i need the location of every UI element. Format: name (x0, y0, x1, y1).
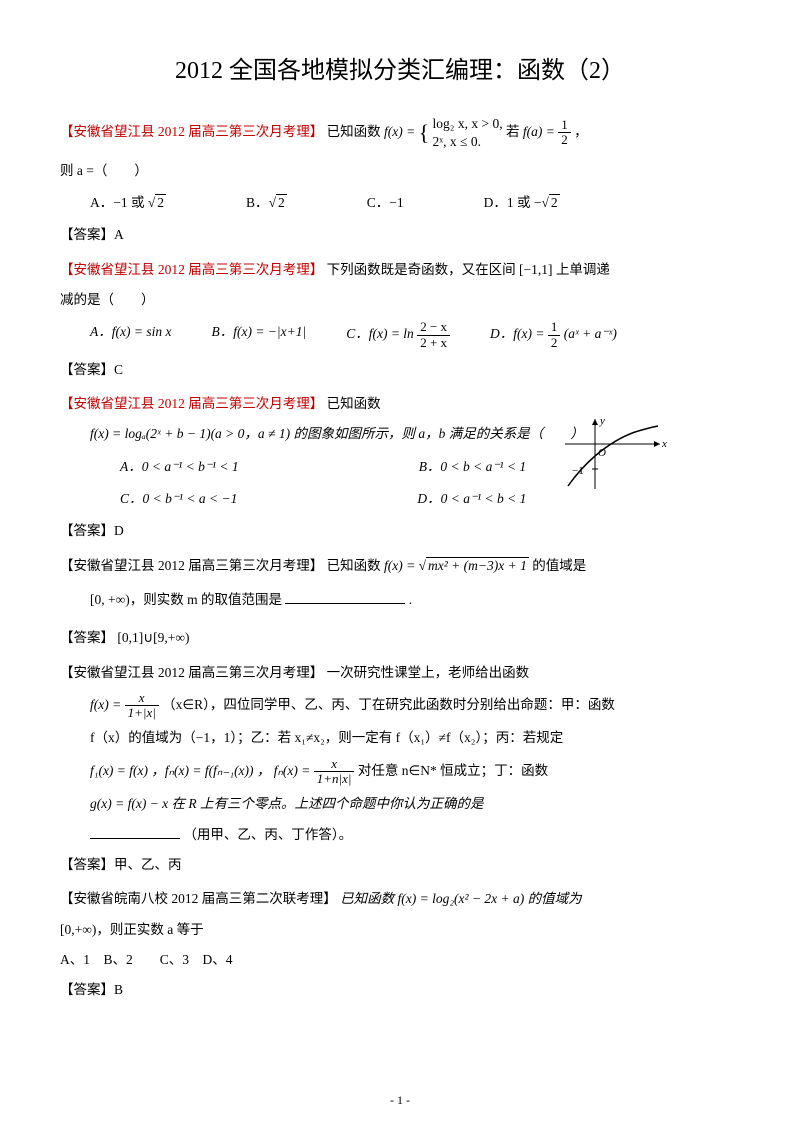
option-c: C．0 < b⁻¹ < a < −1 (120, 487, 237, 511)
option-a: A．0 < a⁻¹ < b⁻¹ < 1 (120, 455, 239, 479)
answer: 【答案】D (60, 519, 740, 543)
option-b: B．f(x) = −|x+1| (211, 320, 306, 350)
numerator: 1 (558, 118, 571, 133)
stem-line: 则 a =（ ） (60, 159, 740, 183)
sqrt: 2 (541, 191, 559, 215)
stem-text: 一次研究性课堂上，老师给出函数 (327, 665, 530, 680)
fill-blank (285, 590, 405, 604)
option-d: D．0 < a⁻¹ < b < 1 (417, 487, 526, 511)
source-tag: 【安徽省望江县 2012 届高三第三次月考理】 (60, 558, 323, 573)
option-a: A．−1 或 2 (90, 191, 166, 215)
fraction: 2 − x 2 + x (417, 320, 450, 350)
source-tag: 【安徽省皖南八校 2012 届高三第二次联考理】 (60, 891, 337, 906)
svg-text:y: y (599, 415, 605, 427)
stem-text: 已知函数 (327, 396, 381, 411)
option-b: B．0 < b < a⁻¹ < 1 (419, 455, 527, 479)
option-d: D．f(x) = 1 2 (aˣ + a⁻ˣ) (490, 320, 617, 350)
answer-label: 【答案】 (60, 630, 114, 645)
problem-1: 【安徽省望江县 2012 届高三第三次月考理】 已知函数 f(x) = { lo… (60, 113, 740, 247)
stem-line: [0,+∞)，则正实数 a 等于 (60, 918, 740, 942)
stem-line: [0, +∞)，则实数 m 的取值范围是 (90, 592, 282, 607)
option-b: B．2 (246, 191, 287, 215)
problem-5: 【安徽省望江县 2012 届高三第三次月考理】 一次研究性课堂上，老师给出函数 … (60, 661, 740, 878)
answer: [0,1]∪[9,+∞) (117, 630, 189, 645)
piecewise: log₂ x, x > 0, 2ˣ, x ≤ 0. (433, 115, 503, 150)
svg-text:−1: −1 (572, 465, 584, 477)
options-row: A．f(x) = sin x B．f(x) = −|x+1| C．f(x) = … (90, 320, 740, 350)
stem-text: 对任意 n∈N* 恒成立；丁：函数 (358, 763, 548, 778)
page-title: 2012 全国各地模拟分类汇编理：函数（2） (60, 50, 740, 93)
problem-6: 【安徽省皖南八校 2012 届高三第二次联考理】 已知函数 f(x) = log… (60, 887, 740, 1002)
answer: 【答案】A (60, 223, 740, 247)
answer: 【答案】B (60, 978, 740, 1002)
log-graph: x y O −1 (560, 414, 670, 494)
stem-line: 减的是（ ） (60, 288, 740, 312)
piece-row: 2ˣ, x ≤ 0. (433, 133, 503, 151)
fraction: 1 2 (558, 118, 571, 148)
stem-text: 若 (506, 124, 523, 139)
stem-text: 下列函数既是奇函数，又在区间 [−1,1] 上单调递 (327, 262, 610, 277)
fraction: x 1+|x| (125, 691, 159, 721)
piece-row: log₂ x, x > 0, (433, 115, 503, 133)
stem-text: 的值域是 (532, 558, 586, 573)
sqrt: 2 (269, 191, 287, 215)
options-row: A、1 B、2 C、3 D、4 (60, 948, 740, 972)
brace-icon: { (419, 120, 430, 145)
fx-label: f(x) = (384, 558, 419, 573)
cond: f(a) = (523, 124, 558, 139)
stem-line: f（x）的值域为（−1，1）；乙：若 x₁≠x₂，则一定有 f（x₁）≠f（x₂… (90, 726, 740, 750)
fill-blank (90, 825, 180, 839)
stem-text: 已知函数 (327, 124, 384, 139)
page-number: - 1 - (0, 1090, 800, 1112)
fraction: x 1+n|x| (314, 757, 355, 787)
denominator: 2 (558, 133, 571, 147)
answer: 【答案】甲、乙、丙 (60, 853, 740, 877)
source-tag: 【安徽省望江县 2012 届高三第三次月考理】 (60, 396, 323, 411)
option-c: C．f(x) = ln 2 − x 2 + x (346, 320, 450, 350)
stem-text: （x∈R），四位同学甲、乙、丙、丁在研究此函数时分别给出命题：甲：函数 (162, 697, 615, 712)
stem-line: g(x) = f(x) − x 在 R 上有三个零点。上述四个命题中你认为正确的… (90, 792, 740, 816)
source-tag: 【安徽省望江县 2012 届高三第三次月考理】 (60, 665, 323, 680)
problem-3: 【安徽省望江县 2012 届高三第三次月考理】 已知函数 f(x) = logₐ… (60, 392, 740, 543)
option-c: C．−1 (367, 191, 404, 215)
options-row: A．−1 或 2 B．2 C．−1 D．1 或 −2 (90, 191, 740, 215)
answer: 【答案】C (60, 358, 740, 382)
fraction: 1 2 (548, 320, 561, 350)
source-tag: 【安徽省望江县 2012 届高三第三次月考理】 (60, 262, 323, 277)
option-d: D．1 或 −2 (484, 191, 560, 215)
stem-text: 已知函数 f(x) = log₂(x² − 2x + a) 的值域为 (340, 891, 582, 906)
svg-text:x: x (661, 438, 667, 450)
stem-text: ， (574, 124, 588, 139)
svg-text:O: O (598, 447, 606, 459)
problem-4: 【安徽省望江县 2012 届高三第三次月考理】 已知函数 f(x) = mx² … (60, 554, 740, 651)
stem-text: 已知函数 (327, 558, 384, 573)
sqrt: 2 (148, 191, 166, 215)
fx-label: f(x) = (384, 124, 419, 139)
source-tag: 【安徽省望江县 2012 届高三第三次月考理】 (60, 124, 323, 139)
option-a: A．f(x) = sin x (90, 320, 171, 350)
sqrt: mx² + (m−3)x + 1 (419, 554, 529, 578)
stem-text: （用甲、乙、丙、丁作答）。 (183, 827, 352, 842)
stem-text: f₁(x) = f(x) ，fₙ(x) = f(fₙ₋₁(x)) ， (90, 763, 270, 778)
problem-2: 【安徽省望江县 2012 届高三第三次月考理】 下列函数既是奇函数，又在区间 [… (60, 258, 740, 382)
